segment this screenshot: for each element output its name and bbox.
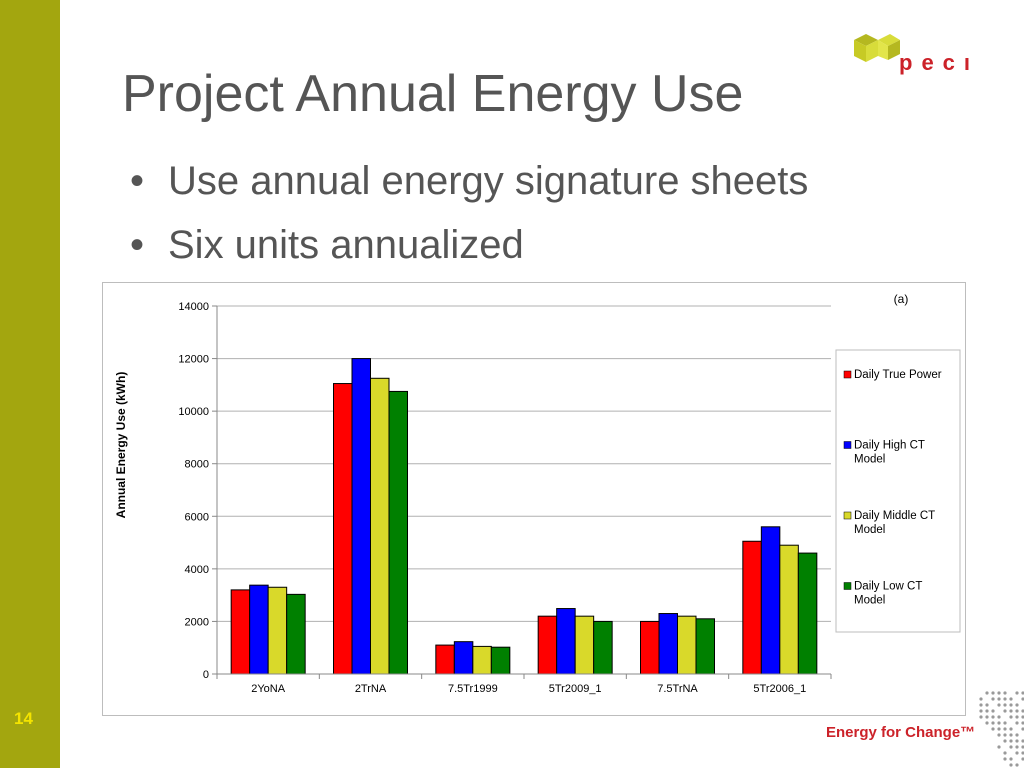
legend-entry: Daily Low CT Model <box>854 581 922 607</box>
bar <box>658 613 678 675</box>
bar <box>286 593 306 675</box>
y-tick-label: 8000 <box>185 459 209 471</box>
y-tick-label: 4000 <box>185 564 209 576</box>
y-axis-label: Annual Energy Use (kWh) <box>114 372 128 519</box>
bullet-text: Six units annualized <box>168 223 524 267</box>
y-tick-label: 6000 <box>185 511 209 523</box>
bullet-list: • Use annual energy signature sheets • Six… <box>130 155 808 283</box>
bar <box>593 620 613 675</box>
grid-layer <box>217 305 831 622</box>
y-tick-label: 14000 <box>178 301 209 313</box>
x-tick-label: 2TrNA <box>355 683 387 695</box>
bullet-text: Use annual energy signature sheets <box>168 159 809 203</box>
page-title: Project Annual Energy Use <box>122 65 744 123</box>
bar <box>537 615 558 675</box>
bullet-item: • Use annual energy signature sheets <box>130 159 809 203</box>
bar <box>574 615 595 675</box>
bar <box>760 526 781 675</box>
dot-pattern-icon <box>979 691 1024 767</box>
x-tick-label: 5Tr2006_1 <box>753 683 806 695</box>
bullet-item: • Six units annualized <box>130 223 524 267</box>
bar-chart: 0 2000 4000 6000 8000 10000 12000 14000 2YoNA 2Tr… <box>102 282 966 716</box>
y-tick-label: 12000 <box>178 354 209 366</box>
bar <box>556 608 576 675</box>
x-tick-label: 5Tr2009_1 <box>549 683 602 695</box>
bar-chart-svg: 0 2000 4000 6000 8000 10000 12000 14000 2YoNA 2Tr… <box>114 292 961 695</box>
y-tick-label: 2000 <box>185 616 209 628</box>
bar <box>435 644 455 675</box>
y-tick-label: 10000 <box>178 406 209 418</box>
bar <box>695 618 715 675</box>
legend-swatch <box>843 370 852 379</box>
y-tick-label: 0 <box>203 669 209 681</box>
slide-number: 14 <box>14 709 33 728</box>
bar <box>797 552 818 675</box>
legend: Daily True Power Daily High CT Model Daily … <box>835 349 961 633</box>
bars-layer <box>230 358 818 675</box>
legend-swatch <box>843 441 852 449</box>
bar <box>472 645 492 675</box>
bar <box>742 540 762 675</box>
bar <box>779 544 799 675</box>
legend-entry: Daily High CT Model <box>854 440 925 466</box>
legend-entry: Daily True Power <box>854 369 942 381</box>
sidebar-band <box>0 0 60 768</box>
legend-box <box>835 349 961 633</box>
logo-wordmark: pecı <box>899 50 980 75</box>
bar <box>267 586 288 675</box>
bar <box>230 589 251 675</box>
axes-layer: 0 2000 4000 6000 8000 10000 12000 14000 2YoNA 2Tr… <box>178 301 832 695</box>
legend-swatch <box>843 511 852 520</box>
legend-entry: Daily Middle CT Model <box>854 510 935 536</box>
bar <box>490 646 511 675</box>
bar <box>677 615 697 675</box>
bar <box>333 383 353 675</box>
bar <box>249 584 269 675</box>
peci-logo-icon <box>854 34 900 62</box>
bar <box>388 390 408 675</box>
footer-tagline: Energy for Change™ <box>826 724 976 741</box>
bar <box>370 377 390 675</box>
bar <box>640 620 660 675</box>
bar <box>351 358 371 675</box>
x-tick-label: 7.5TrNA <box>657 683 698 695</box>
x-tick-label: 7.5Tr1999 <box>448 683 498 695</box>
chart-annotation: (a) <box>894 292 909 306</box>
x-tick-label: 2YoNA <box>251 683 286 695</box>
legend-swatch <box>843 582 852 590</box>
bar <box>453 641 474 675</box>
